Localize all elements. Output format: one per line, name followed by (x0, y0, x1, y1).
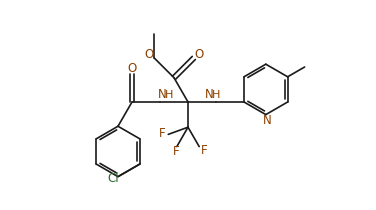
Text: O: O (127, 63, 136, 76)
Text: F: F (201, 144, 208, 157)
Text: O: O (145, 49, 154, 62)
Text: N: N (205, 88, 213, 101)
Text: H: H (165, 90, 173, 100)
Text: F: F (173, 145, 179, 158)
Text: Cl: Cl (108, 172, 119, 185)
Text: H: H (212, 90, 220, 100)
Text: N: N (158, 88, 166, 101)
Text: N: N (262, 114, 271, 127)
Text: F: F (159, 127, 165, 140)
Text: O: O (194, 49, 203, 62)
